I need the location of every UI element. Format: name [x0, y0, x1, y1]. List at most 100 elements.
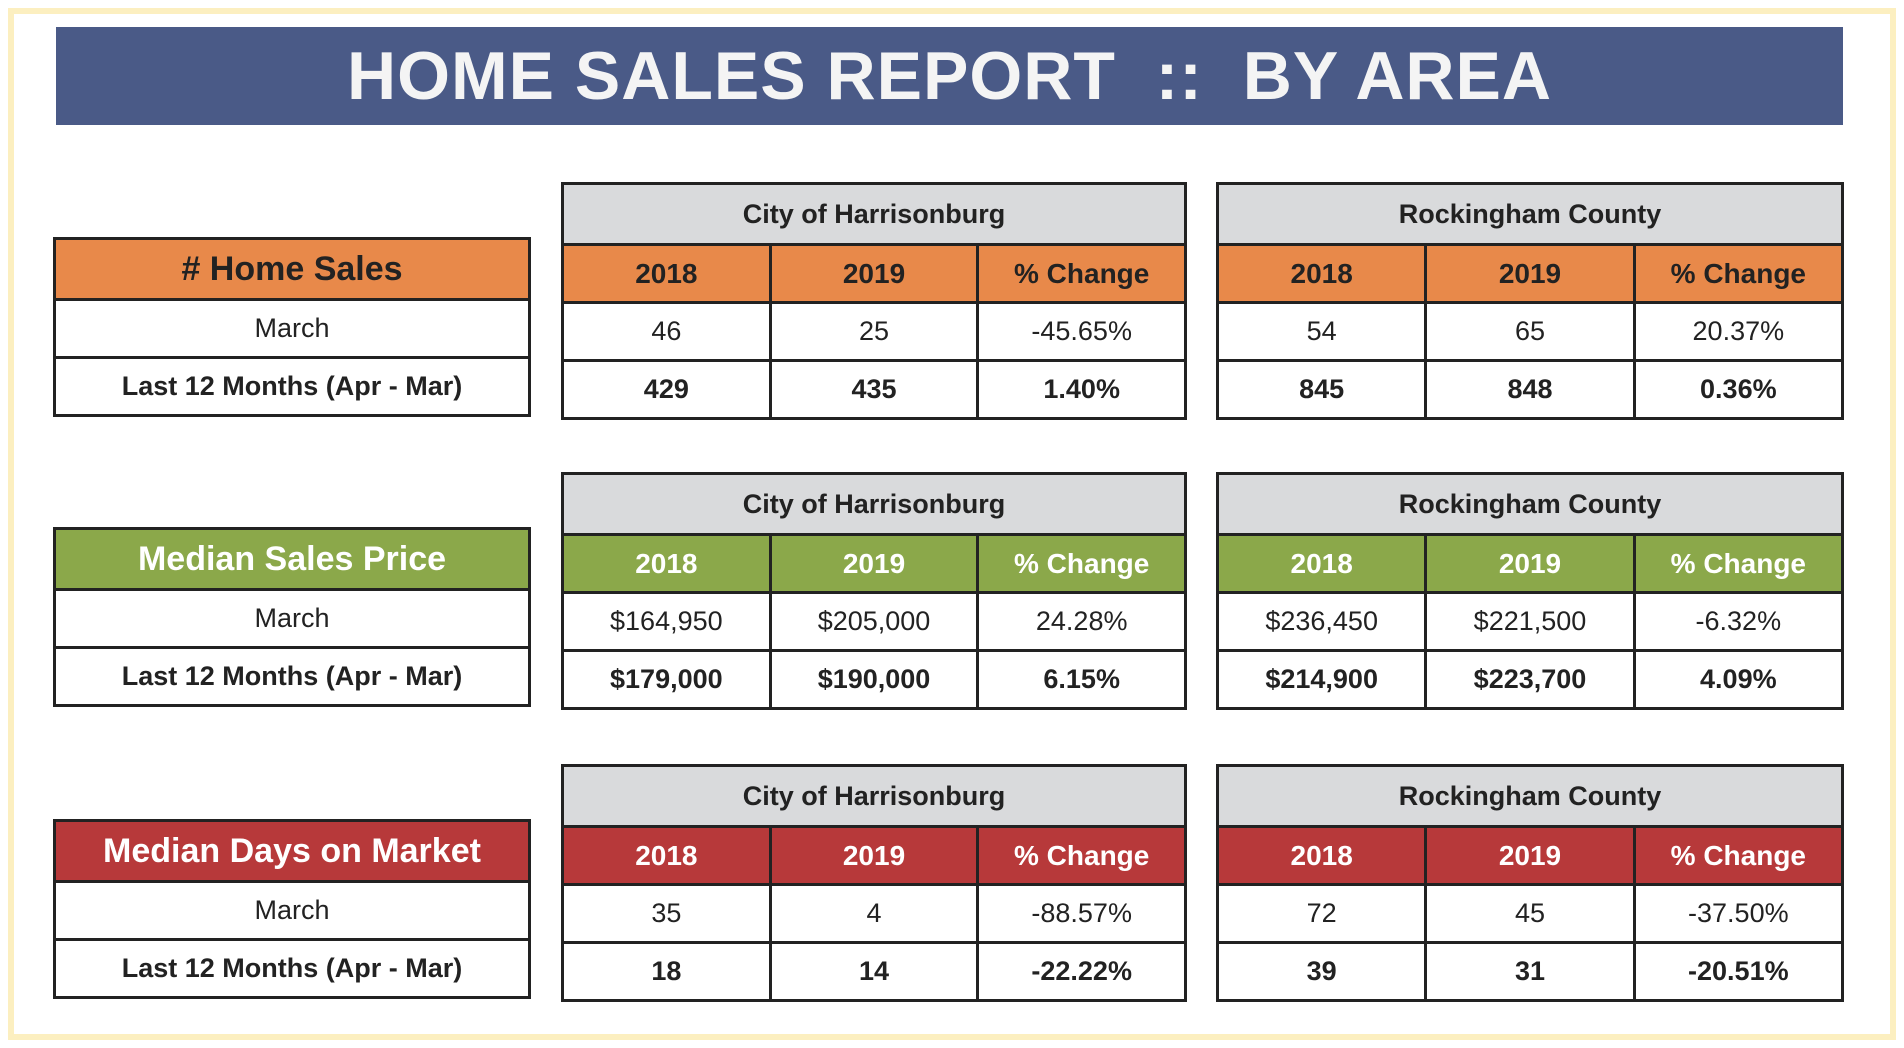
section-title: Median Days on Market	[56, 822, 528, 880]
table-cell: $205,000	[768, 594, 977, 649]
report-title: HOME SALES REPORT :: BY AREA	[56, 27, 1843, 125]
column-header: 2018	[1219, 246, 1425, 301]
area-header-row: City of Harrisonburg	[564, 185, 1184, 243]
column-header: % Change	[976, 828, 1185, 883]
row-label-row: Last 12 Months (Apr - Mar)	[56, 938, 528, 996]
row-label-last-12-months: Last 12 Months (Apr - Mar)	[121, 371, 463, 401]
table-row: $236,450 $221,500 -6.32%	[1219, 591, 1841, 649]
area-name: Rockingham County	[1219, 767, 1841, 825]
table-cell: 429	[643, 374, 689, 404]
column-header: % Change	[1632, 828, 1841, 883]
table-cell: 0.36%	[1632, 362, 1841, 417]
column-header: % Change	[1632, 246, 1841, 301]
table-cell: 31	[1424, 944, 1632, 999]
table-cell: $190,000	[768, 652, 977, 707]
column-header: 2019	[1424, 828, 1633, 883]
table-cell: $179,000	[610, 664, 723, 694]
table-row: 54 65 20.37%	[1219, 301, 1841, 359]
table-row: $164,950 $205,000 24.28%	[564, 591, 1184, 649]
table-cell: 45	[1424, 886, 1632, 941]
column-header: 2018	[564, 536, 769, 591]
column-header: 2019	[768, 246, 977, 301]
table-cell: -20.51%	[1632, 944, 1841, 999]
column-header: 2018	[564, 246, 769, 301]
area-name: City of Harrisonburg	[564, 185, 1184, 243]
section-label-table: # Home Sales March Last 12 Months (Apr - M…	[53, 237, 531, 417]
table-cell: 6.15%	[976, 652, 1184, 707]
table-cell: 25	[768, 304, 977, 359]
column-header-row: 2018 2019% Change	[1219, 533, 1841, 591]
column-header: % Change	[976, 246, 1185, 301]
table-cell: 65	[1424, 304, 1632, 359]
table-cell: 4.09%	[1632, 652, 1841, 707]
table-cell: 54	[1306, 316, 1337, 346]
area-header-row: Rockingham County	[1219, 185, 1841, 243]
row-label-march: March	[254, 603, 330, 633]
table-row: 46 25 -45.65%	[564, 301, 1184, 359]
table-cell: 72	[1306, 898, 1337, 928]
table-row: 39 31 -20.51%	[1219, 941, 1841, 999]
row-label-row: March	[56, 298, 528, 356]
table-cell: 1.40%	[976, 362, 1184, 417]
row-label-row: Last 12 Months (Apr - Mar)	[56, 356, 528, 414]
area-table: City of Harrisonburg 2018 2019% Change 46 25…	[561, 182, 1187, 420]
table-cell: $164,950	[610, 606, 723, 636]
table-cell: 18	[651, 956, 682, 986]
area-table: City of Harrisonburg 2018 2019% Change 35 4-…	[561, 764, 1187, 1002]
table-cell: 39	[1306, 956, 1337, 986]
column-header: 2019	[1424, 246, 1633, 301]
table-row: 845 848 0.36%	[1219, 359, 1841, 417]
column-header-row: 2018 2019% Change	[564, 243, 1185, 301]
table-cell: $221,500	[1424, 594, 1632, 649]
table-row: 429 435 1.40%	[564, 359, 1184, 417]
table-cell: -22.22%	[976, 944, 1184, 999]
section-title: # Home Sales	[56, 240, 528, 298]
table-cell: 20.37%	[1632, 304, 1841, 359]
area-header-row: Rockingham County	[1219, 475, 1841, 533]
column-header-row: 2018 2019% Change	[1219, 825, 1841, 883]
section-label-table: Median Sales Price March Last 12 Months (A…	[53, 527, 531, 707]
row-label-last-12-months: Last 12 Months (Apr - Mar)	[121, 661, 463, 691]
area-name: City of Harrisonburg	[564, 767, 1184, 825]
table-row: 72 45 -37.50%	[1219, 883, 1841, 941]
row-label-march: March	[254, 313, 330, 343]
area-table: Rockingham County 2018 2019% Change 54 65 20.…	[1216, 182, 1844, 420]
table-row: 18 14 -22.22%	[564, 941, 1184, 999]
table-cell: -6.32%	[1632, 594, 1841, 649]
table-cell: 845	[1299, 374, 1345, 404]
area-header-row: City of Harrisonburg	[564, 475, 1184, 533]
table-cell: $223,700	[1424, 652, 1632, 707]
area-table: City of Harrisonburg 2018 2019% Change $164…	[561, 472, 1187, 710]
table-row: $179,000 $190,000 6.15%	[564, 649, 1184, 707]
table-cell: 35	[651, 898, 682, 928]
section-label-table: Median Days on Market March Last 12 Months…	[53, 819, 531, 999]
table-cell: -88.57%	[976, 886, 1184, 941]
table-row: 35 4 -88.57%	[564, 883, 1184, 941]
column-header-row: 2018 2019% Change	[564, 825, 1185, 883]
column-header: 2018	[1219, 536, 1425, 591]
area-name: Rockingham County	[1219, 185, 1841, 243]
row-label-march: March	[254, 895, 330, 925]
row-label-row: March	[56, 588, 528, 646]
column-header: % Change	[1632, 536, 1841, 591]
table-row: $214,900 $223,700 4.09%	[1219, 649, 1841, 707]
table-cell: 435	[768, 362, 977, 417]
column-header-row: 2018 2019% Change	[1219, 243, 1841, 301]
section-header-row: # Home Sales	[56, 240, 528, 298]
table-cell: 4	[768, 886, 977, 941]
table-cell: 848	[1424, 362, 1632, 417]
section-header-row: Median Days on Market	[56, 822, 528, 880]
table-cell: 46	[651, 316, 682, 346]
section-header-row: Median Sales Price	[56, 530, 528, 588]
column-header: 2019	[768, 828, 977, 883]
area-name: Rockingham County	[1219, 475, 1841, 533]
section-title: Median Sales Price	[56, 530, 528, 588]
area-name: City of Harrisonburg	[564, 475, 1184, 533]
area-header-row: City of Harrisonburg	[564, 767, 1184, 825]
table-cell: $236,450	[1265, 606, 1378, 636]
column-header: 2019	[1424, 536, 1633, 591]
row-label-last-12-months: Last 12 Months (Apr - Mar)	[121, 953, 463, 983]
table-cell: 24.28%	[976, 594, 1184, 649]
column-header: 2018	[564, 828, 769, 883]
table-cell: -45.65%	[976, 304, 1184, 359]
